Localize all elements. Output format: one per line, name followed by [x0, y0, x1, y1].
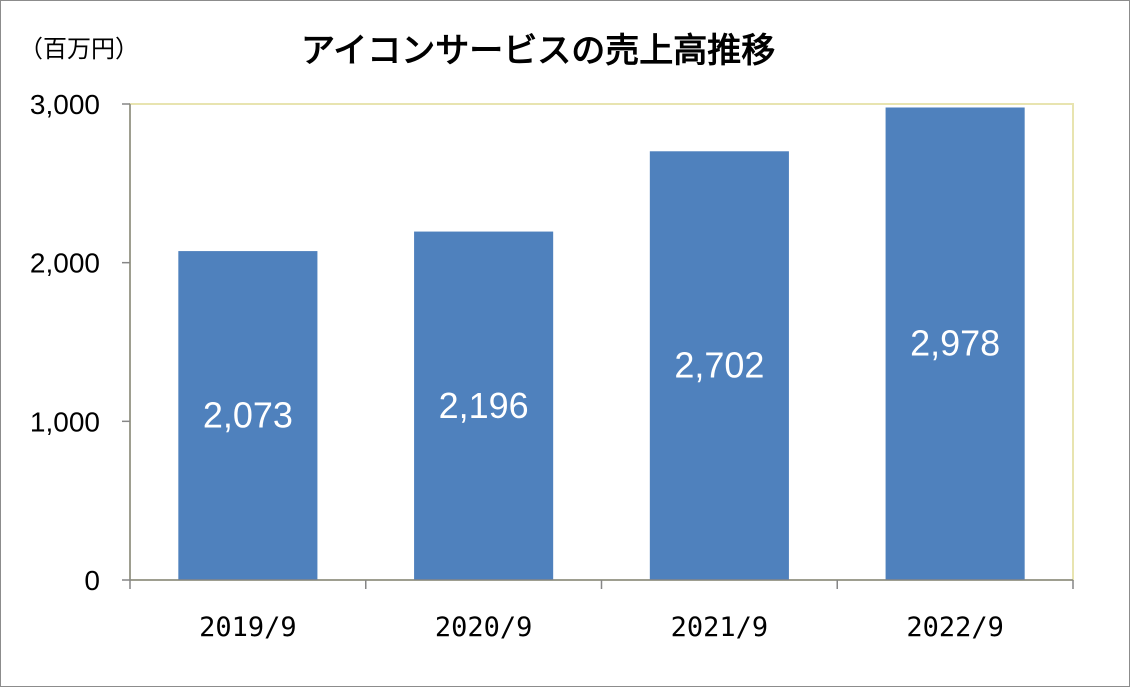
chart-title: アイコンサービスの売上高推移 — [301, 31, 776, 71]
x-tick-label: 2022/9 — [906, 612, 1004, 643]
data-label: 2,073 — [203, 395, 293, 436]
data-label: 2,196 — [439, 385, 529, 426]
data-label: 2,702 — [674, 345, 764, 386]
y-tick-label: 1,000 — [30, 406, 100, 437]
data-label: 2,978 — [910, 323, 1000, 364]
bar — [885, 107, 1025, 581]
x-tick-label: 2019/9 — [199, 612, 297, 643]
bar — [414, 231, 554, 580]
unit-label: （百万円） — [19, 35, 139, 63]
x-tick-label: 2020/9 — [435, 612, 533, 643]
y-tick-label: 2,000 — [30, 248, 100, 279]
x-tick-label: 2021/9 — [671, 612, 769, 643]
y-tick-label: 0 — [84, 565, 100, 596]
bar — [178, 251, 318, 581]
y-tick-label: 3,000 — [30, 89, 100, 120]
bar — [649, 151, 789, 581]
